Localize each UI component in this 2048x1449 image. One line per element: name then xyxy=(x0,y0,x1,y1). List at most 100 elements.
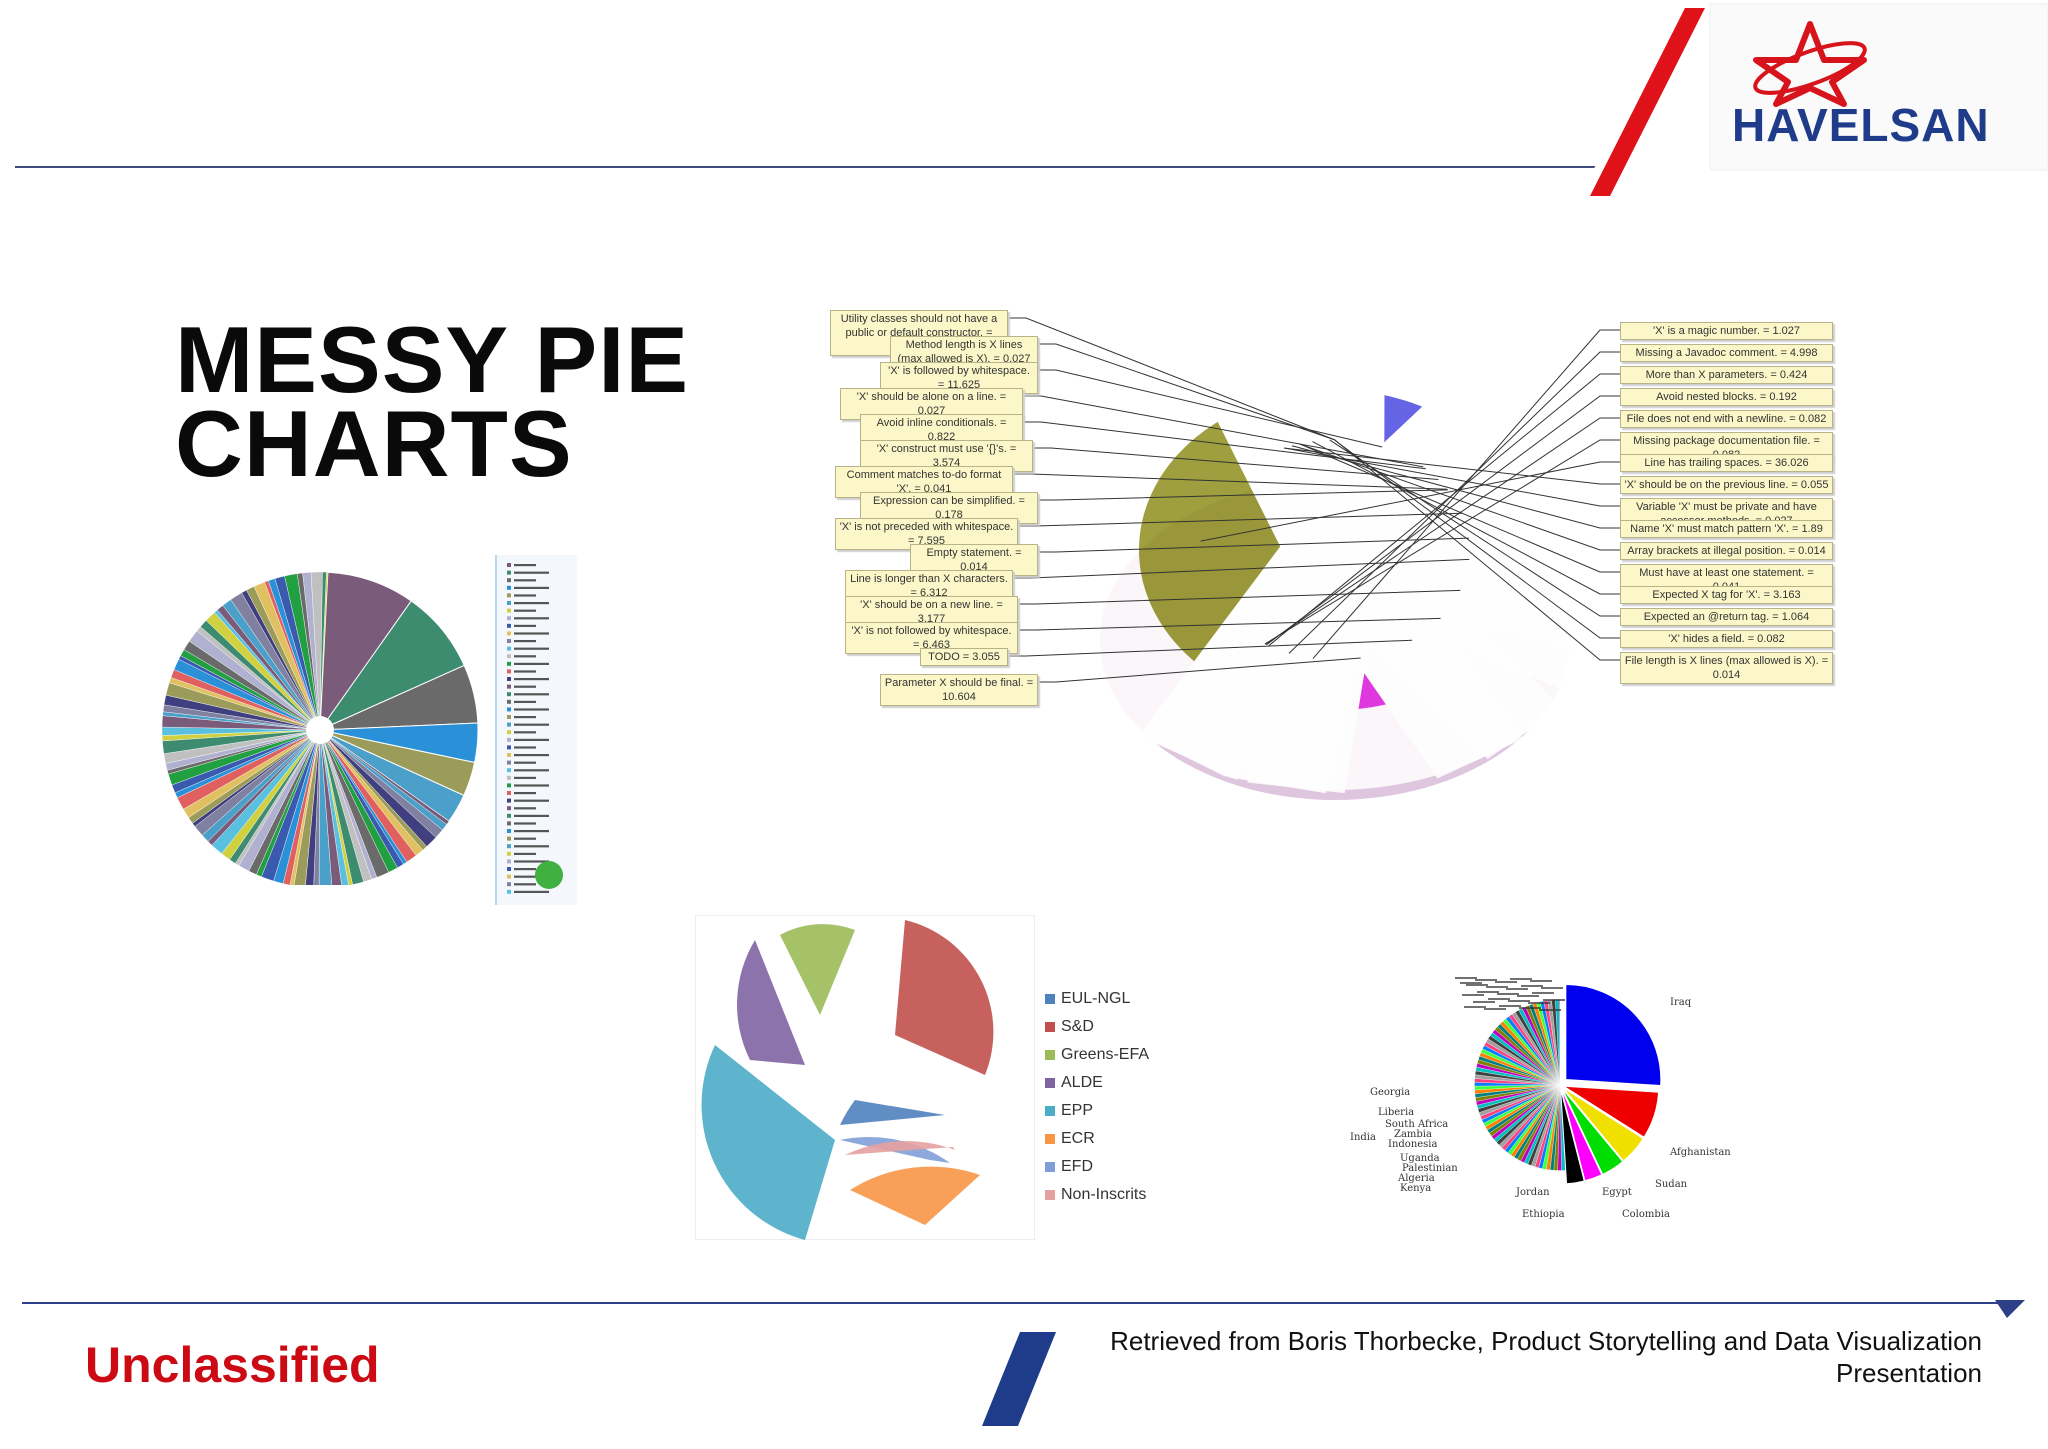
legend-swatch-37 xyxy=(507,844,511,849)
leader-13 xyxy=(1006,639,1413,657)
exploded-slice-3 xyxy=(701,1045,835,1240)
legend-text-line-21 xyxy=(514,723,549,726)
crowded-label-3 xyxy=(1488,998,1510,1000)
legend-swatch-42 xyxy=(507,882,511,887)
legend-swatch-40 xyxy=(507,867,511,871)
crowded-label-23 xyxy=(1528,1002,1550,1004)
crowded-label-18 xyxy=(1473,1001,1495,1003)
legend-swatch-24 xyxy=(507,745,511,750)
legend-text-line-30 xyxy=(514,792,536,795)
country-label-6: Jordan xyxy=(1515,1187,1550,1198)
country-slice-big-4 xyxy=(1560,1088,1603,1182)
legend-swatch-5 xyxy=(507,601,511,605)
crowded-label-12 xyxy=(1497,993,1519,995)
leader-12 xyxy=(1016,617,1441,631)
legend-swatch-9 xyxy=(507,631,511,636)
country-label-12: Indonesia xyxy=(1388,1139,1438,1150)
legend-swatch-35 xyxy=(507,829,511,833)
legend-text-line-39 xyxy=(514,860,549,863)
callout-label-17: More than X parameters. = 0.424 xyxy=(1620,366,1833,384)
legend-label: EUL-NGL xyxy=(1061,990,1131,1007)
legend-text-line-15 xyxy=(514,678,549,681)
legend-text-line-10 xyxy=(514,640,536,643)
legend-swatch-16 xyxy=(507,684,511,689)
callout-label-13: TODO = 3.055 xyxy=(920,648,1008,666)
legend-swatch-41 xyxy=(507,874,511,879)
legend-swatch-14 xyxy=(507,669,511,674)
legend-swatch-icon xyxy=(1045,1161,1055,1172)
footer-rule xyxy=(22,1302,2002,1304)
leader-2 xyxy=(1036,369,1383,448)
crowded-label-2 xyxy=(1477,991,1499,993)
legend-label: EFD xyxy=(1061,1158,1093,1175)
crowded-label-1 xyxy=(1466,984,1488,986)
logo-background xyxy=(1580,0,2048,196)
crowded-label-20 xyxy=(1495,981,1517,983)
country-label-9: Liberia xyxy=(1378,1107,1414,1118)
callout-label-16: Missing a Javadoc comment. = 4.998 xyxy=(1620,344,1833,362)
leader-4 xyxy=(1021,421,1426,470)
legend-text-line-18 xyxy=(514,700,536,703)
callout-label-27: Expected X tag for 'X'. = 3.163 xyxy=(1620,586,1833,604)
crowded-label-24 xyxy=(1539,1009,1561,1011)
legend-text-line-6 xyxy=(514,609,536,612)
country-label-3: Egypt xyxy=(1602,1187,1632,1198)
crowded-label-13 xyxy=(1508,1000,1530,1002)
legend-text-line-31 xyxy=(514,799,549,802)
crowded-label-21 xyxy=(1506,988,1528,990)
legend-swatch-15 xyxy=(507,677,511,681)
exploded-slice-0 xyxy=(895,920,994,1075)
legend-swatch-13 xyxy=(507,661,511,666)
leader-22 xyxy=(1284,447,1620,485)
legend-swatch-4 xyxy=(507,593,511,598)
striped-slice-big-1 xyxy=(318,600,465,732)
exploded-pie-legend: EUL-NGL S&D Greens-EFA ALDE EPP ECR EFD Non-Ins… xyxy=(1045,985,1165,1209)
legend-swatch-20 xyxy=(507,715,511,719)
legend-swatch-12 xyxy=(507,654,511,659)
logo-text: HAVELSAN xyxy=(1732,99,1990,151)
logo-red-stripe xyxy=(1590,8,1705,196)
legend-label: ALDE xyxy=(1061,1074,1103,1091)
title-line-2: CHARTS xyxy=(175,391,573,496)
legend-swatch-38 xyxy=(507,851,511,856)
crowded-label-19 xyxy=(1484,1008,1506,1010)
legend-swatch-22 xyxy=(507,730,511,735)
legend-swatch-36 xyxy=(507,836,511,841)
leader-24 xyxy=(1291,445,1620,529)
country-label-4: Colombia xyxy=(1622,1209,1670,1220)
striped-slice-big-0 xyxy=(319,571,412,732)
leader-18 xyxy=(1266,395,1620,646)
leader-10 xyxy=(1011,558,1470,579)
legend-swatch-30 xyxy=(507,791,511,795)
legend-mushroom-icon xyxy=(535,861,563,889)
legend-swatch-1 xyxy=(507,570,511,575)
country-label-7: India xyxy=(1350,1132,1376,1143)
leader-5 xyxy=(1031,447,1439,480)
callout-pie-chart: Utility classes should not have a public… xyxy=(790,280,1870,880)
legend-swatch-26 xyxy=(507,760,511,765)
legend-text-line-35 xyxy=(514,830,549,833)
legend-text-line-5 xyxy=(514,602,549,605)
country-slice-big-1 xyxy=(1563,1085,1660,1138)
country-slice-big-0 xyxy=(1565,984,1662,1087)
legend-swatch-28 xyxy=(507,775,511,780)
country-label-10: South Africa xyxy=(1385,1119,1448,1130)
crowded-label-17 xyxy=(1462,994,1484,996)
logo-star-icon xyxy=(1753,21,1867,107)
legend-swatch-2 xyxy=(507,578,511,583)
callout-label-25: Array brackets at illegal position. = 0.… xyxy=(1620,542,1833,560)
leader-20 xyxy=(1264,439,1620,645)
legend-label: ECR xyxy=(1061,1130,1095,1147)
country-pie-svg: Iraq Afghanistan Sudan Egypt Colombia Ethiopi… xyxy=(1350,977,1731,1220)
legend-text-line-27 xyxy=(514,769,549,772)
legend-label: EPP xyxy=(1061,1102,1094,1119)
pie-slices xyxy=(1041,280,1633,800)
exploded-slice-7 xyxy=(845,1141,955,1155)
crowded-label-15 xyxy=(1530,980,1552,982)
legend-text-line-11 xyxy=(514,647,549,650)
legend-swatch-17 xyxy=(507,692,511,697)
legend-text-line-28 xyxy=(514,776,536,779)
legend-swatch-icon xyxy=(1045,1077,1055,1088)
leader-23 xyxy=(1284,447,1620,507)
callout-leaders xyxy=(1006,317,1620,683)
